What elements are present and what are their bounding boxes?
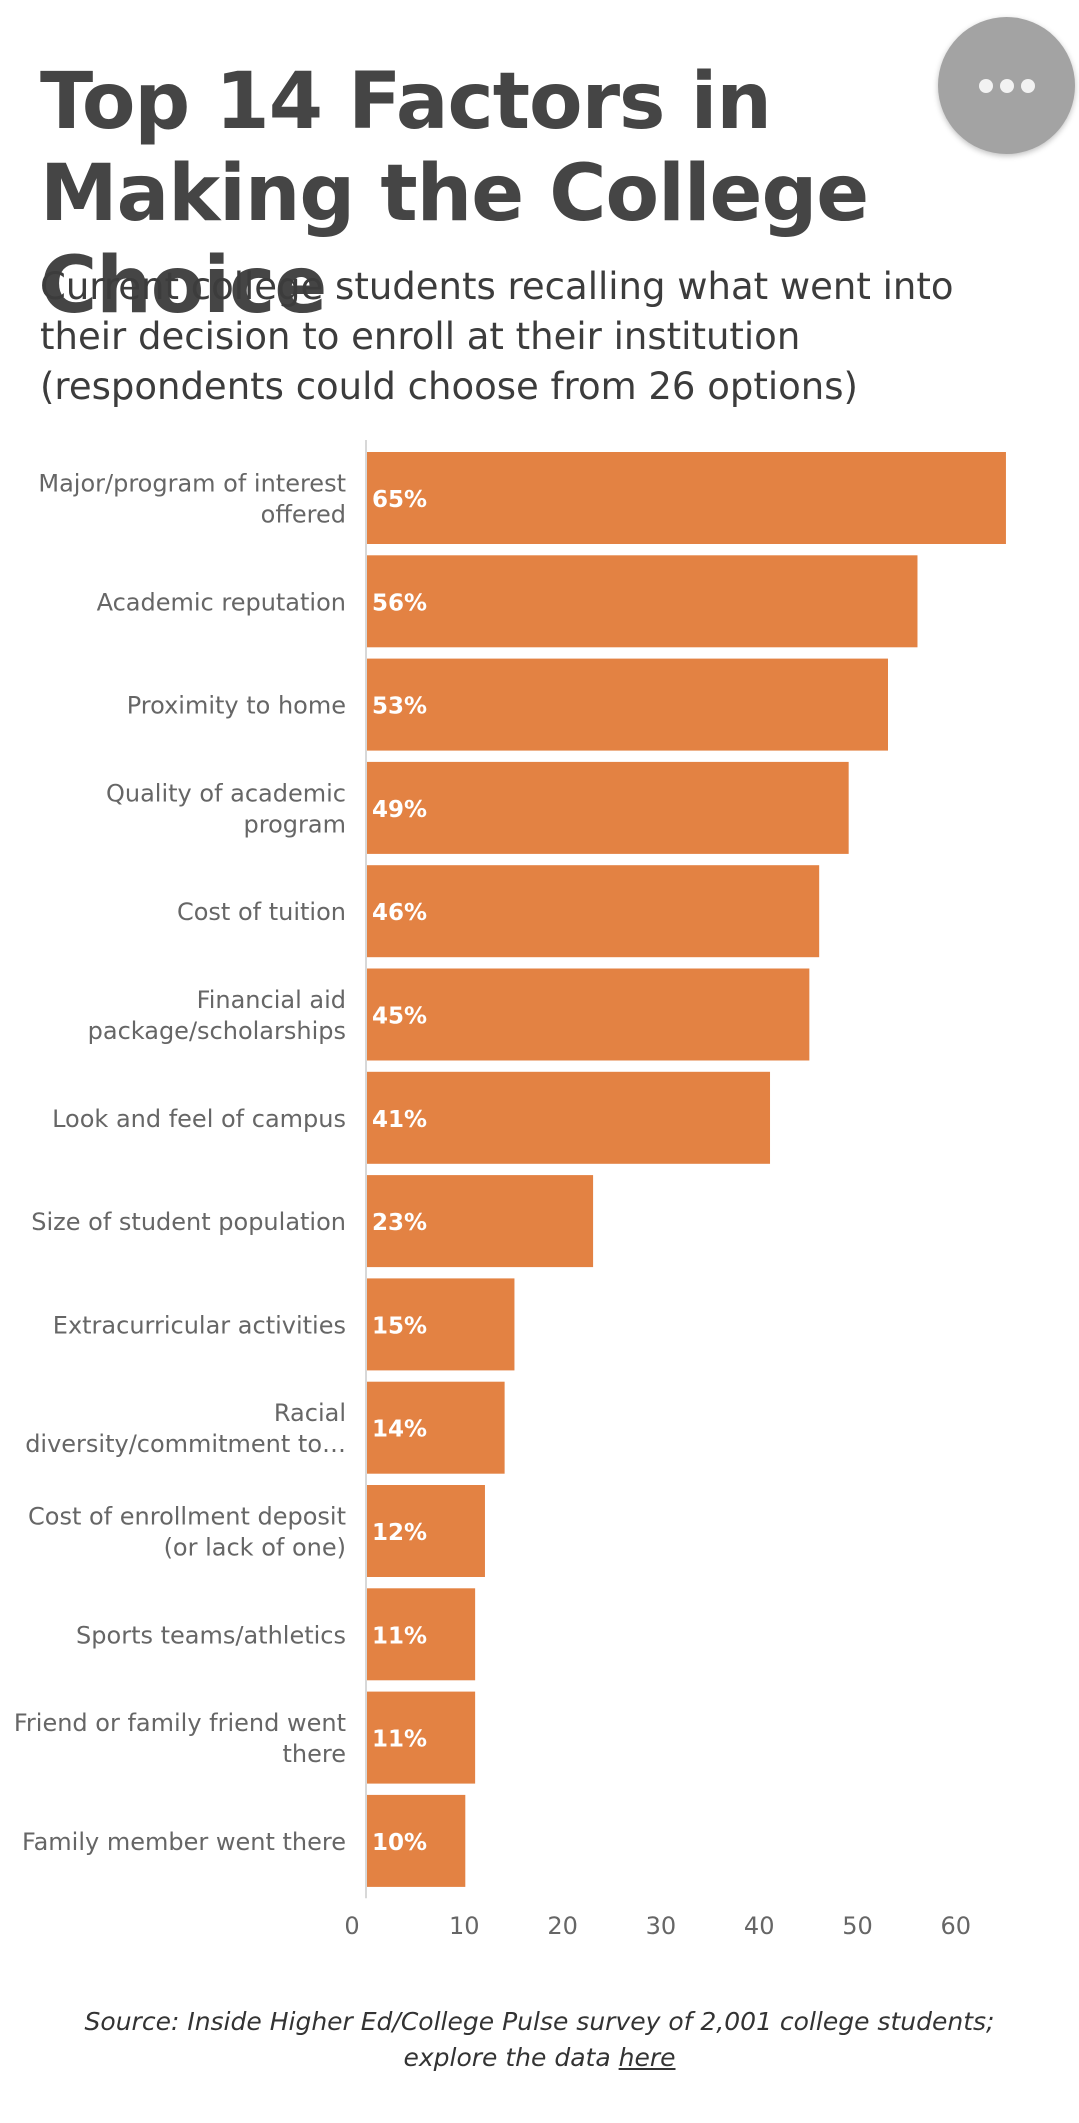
x-tick-label: 30 <box>646 1912 677 1940</box>
chart-title: Top 14 Factors in Making the College Cho… <box>40 57 869 331</box>
bar <box>367 555 918 648</box>
category-label: Financial aid package/scholarships <box>88 986 346 1045</box>
bar <box>367 1485 485 1577</box>
category-label: Cost of tuition <box>177 898 346 926</box>
category-label: Quality of academic program <box>106 779 346 838</box>
data-label: 10% <box>372 1830 427 1856</box>
bar-chart: 65% Major/program of interest offered 56% Ac… <box>14 440 1006 1940</box>
category-label: Look and feel of campus <box>52 1105 346 1133</box>
category-label: Academic reputation <box>97 588 346 616</box>
bar <box>367 865 820 958</box>
category-label: Sports teams/athletics <box>76 1621 346 1649</box>
x-tick-label: 40 <box>744 1912 775 1940</box>
source-note: Source: Inside Higher Ed/College Pulse s… <box>0 2004 1079 2076</box>
data-label: 12% <box>372 1520 427 1546</box>
data-label: 41% <box>372 1107 427 1133</box>
category-label: Racial diversity/commitment to… <box>25 1399 346 1458</box>
x-tick-label: 50 <box>842 1912 873 1940</box>
more-horizontal-icon <box>978 78 1035 93</box>
bar <box>367 1071 771 1164</box>
source-text: Source: Inside Higher Ed/College Pulse s… <box>84 2007 995 2036</box>
bar <box>367 968 810 1061</box>
category-label: Family member went there <box>22 1828 346 1856</box>
explore-data-link[interactable]: here <box>618 2043 676 2072</box>
bar <box>367 452 1006 544</box>
category-label: Friend or family friend went there <box>14 1709 346 1768</box>
chart-subtitle: Current college students recalling what … <box>40 265 954 408</box>
data-label: 56% <box>372 590 427 616</box>
category-label: Cost of enrollment deposit (or lack of on… <box>28 1503 346 1562</box>
x-tick-label: 0 <box>344 1912 359 1940</box>
x-tick-label: 60 <box>941 1912 972 1940</box>
explore-line: explore the data here <box>0 2040 1079 2076</box>
data-label: 11% <box>372 1727 427 1753</box>
bar <box>367 1691 476 1784</box>
category-label: Size of student population <box>31 1208 346 1236</box>
data-label: 49% <box>372 797 427 823</box>
more-options-button[interactable] <box>938 17 1075 154</box>
x-tick-label: 10 <box>449 1912 480 1940</box>
data-label: 53% <box>372 694 427 720</box>
bar <box>367 1175 594 1268</box>
category-label: Major/program of interest offered <box>38 470 346 529</box>
bar <box>367 1278 515 1371</box>
data-label: 23% <box>372 1210 427 1236</box>
data-label: 46% <box>372 900 427 926</box>
bar <box>367 1588 476 1681</box>
x-tick-label: 20 <box>547 1912 578 1940</box>
bar <box>367 1381 505 1474</box>
data-label: 11% <box>372 1623 427 1649</box>
data-label: 65% <box>372 487 427 513</box>
bar <box>367 761 849 854</box>
bar <box>367 1794 466 1887</box>
explore-text: explore the data <box>403 2043 619 2072</box>
category-label: Proximity to home <box>127 692 346 720</box>
data-label: 14% <box>372 1417 427 1443</box>
bar <box>367 658 888 751</box>
data-label: 45% <box>372 1004 427 1030</box>
data-label: 15% <box>372 1313 427 1339</box>
category-label: Extracurricular activities <box>53 1311 346 1339</box>
